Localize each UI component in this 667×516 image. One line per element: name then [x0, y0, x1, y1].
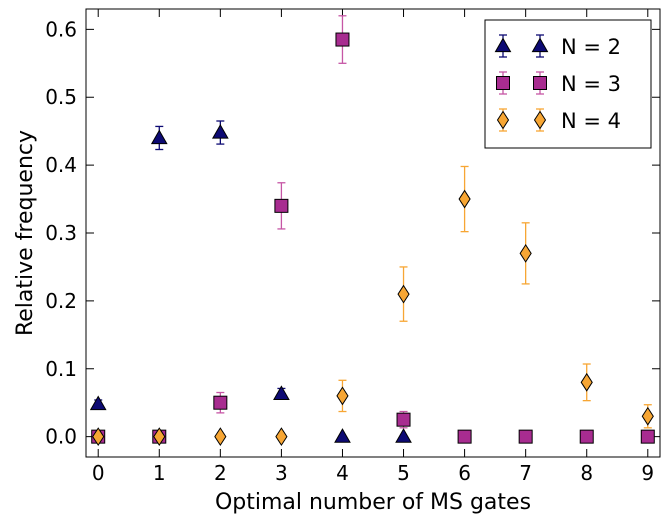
series-1 — [89, 120, 412, 443]
data-point — [640, 429, 655, 444]
y-tick-label: 0.1 — [45, 357, 77, 381]
x-tick-label: 6 — [458, 461, 471, 485]
legend: N = 2 N = 3 N = 4 — [484, 19, 652, 149]
legend-label: N = 2 — [561, 35, 621, 59]
data-point — [396, 412, 411, 427]
data-point — [641, 406, 654, 426]
data-point — [580, 372, 593, 392]
data-point — [274, 198, 289, 213]
data-point — [334, 428, 351, 443]
data-point — [335, 32, 350, 47]
legend-marker — [531, 37, 549, 53]
data-point — [273, 385, 290, 400]
x-tick-label: 1 — [153, 461, 166, 485]
x-tick-label: 2 — [214, 461, 227, 485]
data-point — [211, 124, 229, 139]
data-point — [519, 243, 532, 263]
y-tick-label: 0.0 — [45, 425, 77, 449]
data-point — [150, 129, 168, 145]
x-tick-label: 0 — [92, 461, 105, 485]
data-point — [92, 427, 105, 447]
legend-box — [484, 19, 652, 149]
data-point — [214, 427, 227, 447]
x-axis-label: Optimal number of MS gates — [215, 490, 531, 515]
tick-labels: 0 1 2 3 4 5 6 7 8 9 0.0 0.1 0.2 0.3 0.4 0.5 0.6 — [45, 17, 654, 485]
legend-marker — [496, 76, 510, 90]
legend-marker — [533, 110, 547, 130]
data-point — [336, 386, 349, 406]
data-point — [457, 429, 472, 444]
y-tick-label: 0.4 — [45, 153, 77, 177]
tick-marks — [86, 9, 660, 457]
series-3 — [92, 165, 654, 447]
data-point — [275, 427, 288, 447]
data-point — [213, 395, 228, 410]
data-point — [579, 429, 594, 444]
x-tick-label: 9 — [641, 461, 654, 485]
data-point — [458, 189, 471, 209]
x-tick-label: 3 — [275, 461, 288, 485]
y-tick-label: 0.5 — [45, 85, 77, 109]
legend-label: N = 4 — [561, 109, 621, 133]
x-tick-label: 7 — [519, 461, 532, 485]
x-tick-label: 4 — [336, 461, 349, 485]
legend-marker — [494, 37, 512, 53]
y-tick-label: 0.6 — [45, 17, 77, 41]
y-tick-label: 0.2 — [45, 289, 77, 313]
data-point — [518, 429, 533, 444]
y-tick-label: 0.3 — [45, 221, 77, 245]
x-tick-label: 5 — [397, 461, 410, 485]
legend-marker — [533, 76, 547, 90]
data-point — [89, 395, 107, 411]
data-point — [153, 427, 166, 447]
x-tick-label: 8 — [580, 461, 593, 485]
data-point — [397, 284, 410, 304]
data-series — [89, 15, 655, 447]
data-point — [395, 428, 412, 443]
legend-label: N = 3 — [561, 72, 621, 96]
legend-marker — [496, 110, 510, 130]
y-axis-label: Relative frequency — [13, 130, 38, 336]
